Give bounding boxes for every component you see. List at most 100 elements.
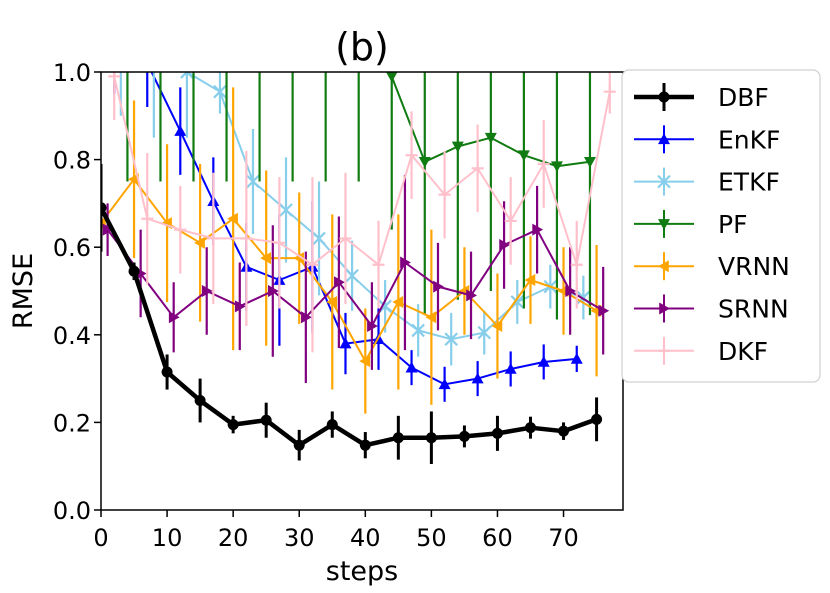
legend-marker-vrnn: [658, 260, 669, 273]
legend-label-pf: PF: [718, 210, 747, 239]
vrnn-point: [524, 274, 536, 287]
vrnn-point: [491, 320, 503, 333]
pf-point: [188, 23, 200, 34]
legend-marker-enkf: [658, 133, 670, 145]
legend-marker-etkf: [657, 174, 671, 189]
legend-box: [621, 69, 821, 383]
legend-marker-dbf: [658, 91, 670, 103]
enkf-point: [405, 361, 418, 373]
pf-point: [254, 23, 266, 34]
legend-label-etkf: ETKF: [718, 168, 780, 197]
srnn-point: [400, 256, 411, 269]
dbf-point: [359, 439, 371, 451]
pf-point: [287, 23, 299, 34]
etkf-point: [411, 323, 425, 338]
dbf-point: [293, 439, 305, 451]
y-tick-label: 1.0: [53, 59, 91, 87]
srnn-point: [565, 285, 577, 297]
dkf-point: [306, 258, 319, 271]
legend-marker-pf: [658, 219, 670, 230]
x-tick-label: 60: [482, 524, 513, 552]
srnn-point: [234, 300, 246, 313]
dkf-point: [174, 223, 187, 236]
etkf-point: [312, 231, 326, 246]
series-srnn: [102, 174, 610, 383]
etkf-point: [246, 174, 260, 189]
srnn-point: [201, 285, 213, 297]
etkf-point: [444, 332, 458, 346]
pf-line: [387, 72, 591, 168]
pf-point: [154, 23, 166, 34]
dbf-point: [194, 395, 206, 406]
etkf-point: [115, 22, 127, 34]
dbf-point: [227, 419, 239, 431]
dkf-point: [471, 162, 484, 175]
y-tick-label: 0.4: [53, 322, 91, 350]
dbf-point: [326, 419, 338, 431]
dbf-point: [524, 422, 536, 434]
srnn-point: [433, 280, 444, 293]
pf-point: [121, 23, 133, 34]
x-tick-label: 20: [218, 524, 249, 552]
etkf-point: [213, 84, 227, 99]
series-dkf: [108, 72, 616, 353]
dbf-point: [558, 425, 570, 437]
legend-label-dbf: DBF: [718, 83, 769, 112]
dkf-point: [273, 236, 286, 249]
enkf-point: [141, 57, 153, 68]
dkf-point: [372, 258, 385, 271]
y-tick-label: 0.8: [53, 147, 91, 175]
srnn-point: [334, 276, 345, 289]
y-tick-label: 0.6: [53, 234, 91, 262]
dbf-point: [392, 432, 404, 444]
enkf-point: [471, 372, 484, 384]
dkf-point: [405, 149, 418, 162]
y-axis-label: RMSE: [8, 253, 39, 329]
series-dbf: [101, 163, 603, 465]
enkf-point: [504, 362, 517, 374]
legend: DBF EnKF ETKF PF VRNN SRNN DKF: [621, 69, 821, 383]
pf-point: [517, 150, 530, 162]
vrnn-point: [128, 173, 139, 186]
enkf-point: [174, 125, 187, 136]
pf-point: [583, 156, 596, 168]
dbf-line: [101, 206, 598, 448]
vrnn-point: [194, 236, 205, 249]
dkf-point: [570, 258, 583, 271]
dkf-point: [339, 232, 352, 245]
legend-marker-srnn: [659, 302, 670, 315]
y-tick-label: 0.2: [53, 409, 91, 437]
dkf-point: [207, 232, 220, 245]
x-tick-label: 10: [152, 524, 183, 552]
pf-point: [221, 23, 233, 34]
pf-point: [418, 156, 431, 168]
chart-title: (b): [335, 25, 389, 69]
dbf-point: [491, 427, 503, 439]
x-tick-label: 70: [548, 524, 579, 552]
legend-label-dkf: DKF: [718, 337, 768, 366]
dbf-point: [161, 366, 173, 378]
srnn-point: [301, 311, 312, 324]
dkf-point: [537, 157, 550, 170]
srnn-point: [532, 223, 544, 236]
legend-entry-dkf: DKF: [634, 336, 768, 366]
vrnn-point: [326, 295, 338, 308]
enkf-point: [537, 355, 550, 367]
dbf-point: [101, 202, 107, 214]
srnn-point: [466, 289, 478, 302]
srnn-point: [367, 320, 378, 333]
vrnn-point: [359, 355, 371, 368]
srnn-point: [168, 311, 180, 324]
dbf-point: [425, 432, 437, 444]
pf-point: [484, 132, 497, 144]
dkf-point: [240, 232, 253, 245]
legend-marker-dkf: [658, 344, 670, 357]
enkf-point: [570, 352, 583, 364]
vrnn-point: [392, 295, 404, 308]
vrnn-point: [293, 252, 305, 265]
etkf-point: [279, 203, 293, 217]
pf-point: [320, 23, 332, 34]
enkf-point: [339, 337, 352, 349]
y-tick-label: 0.0: [53, 497, 91, 525]
